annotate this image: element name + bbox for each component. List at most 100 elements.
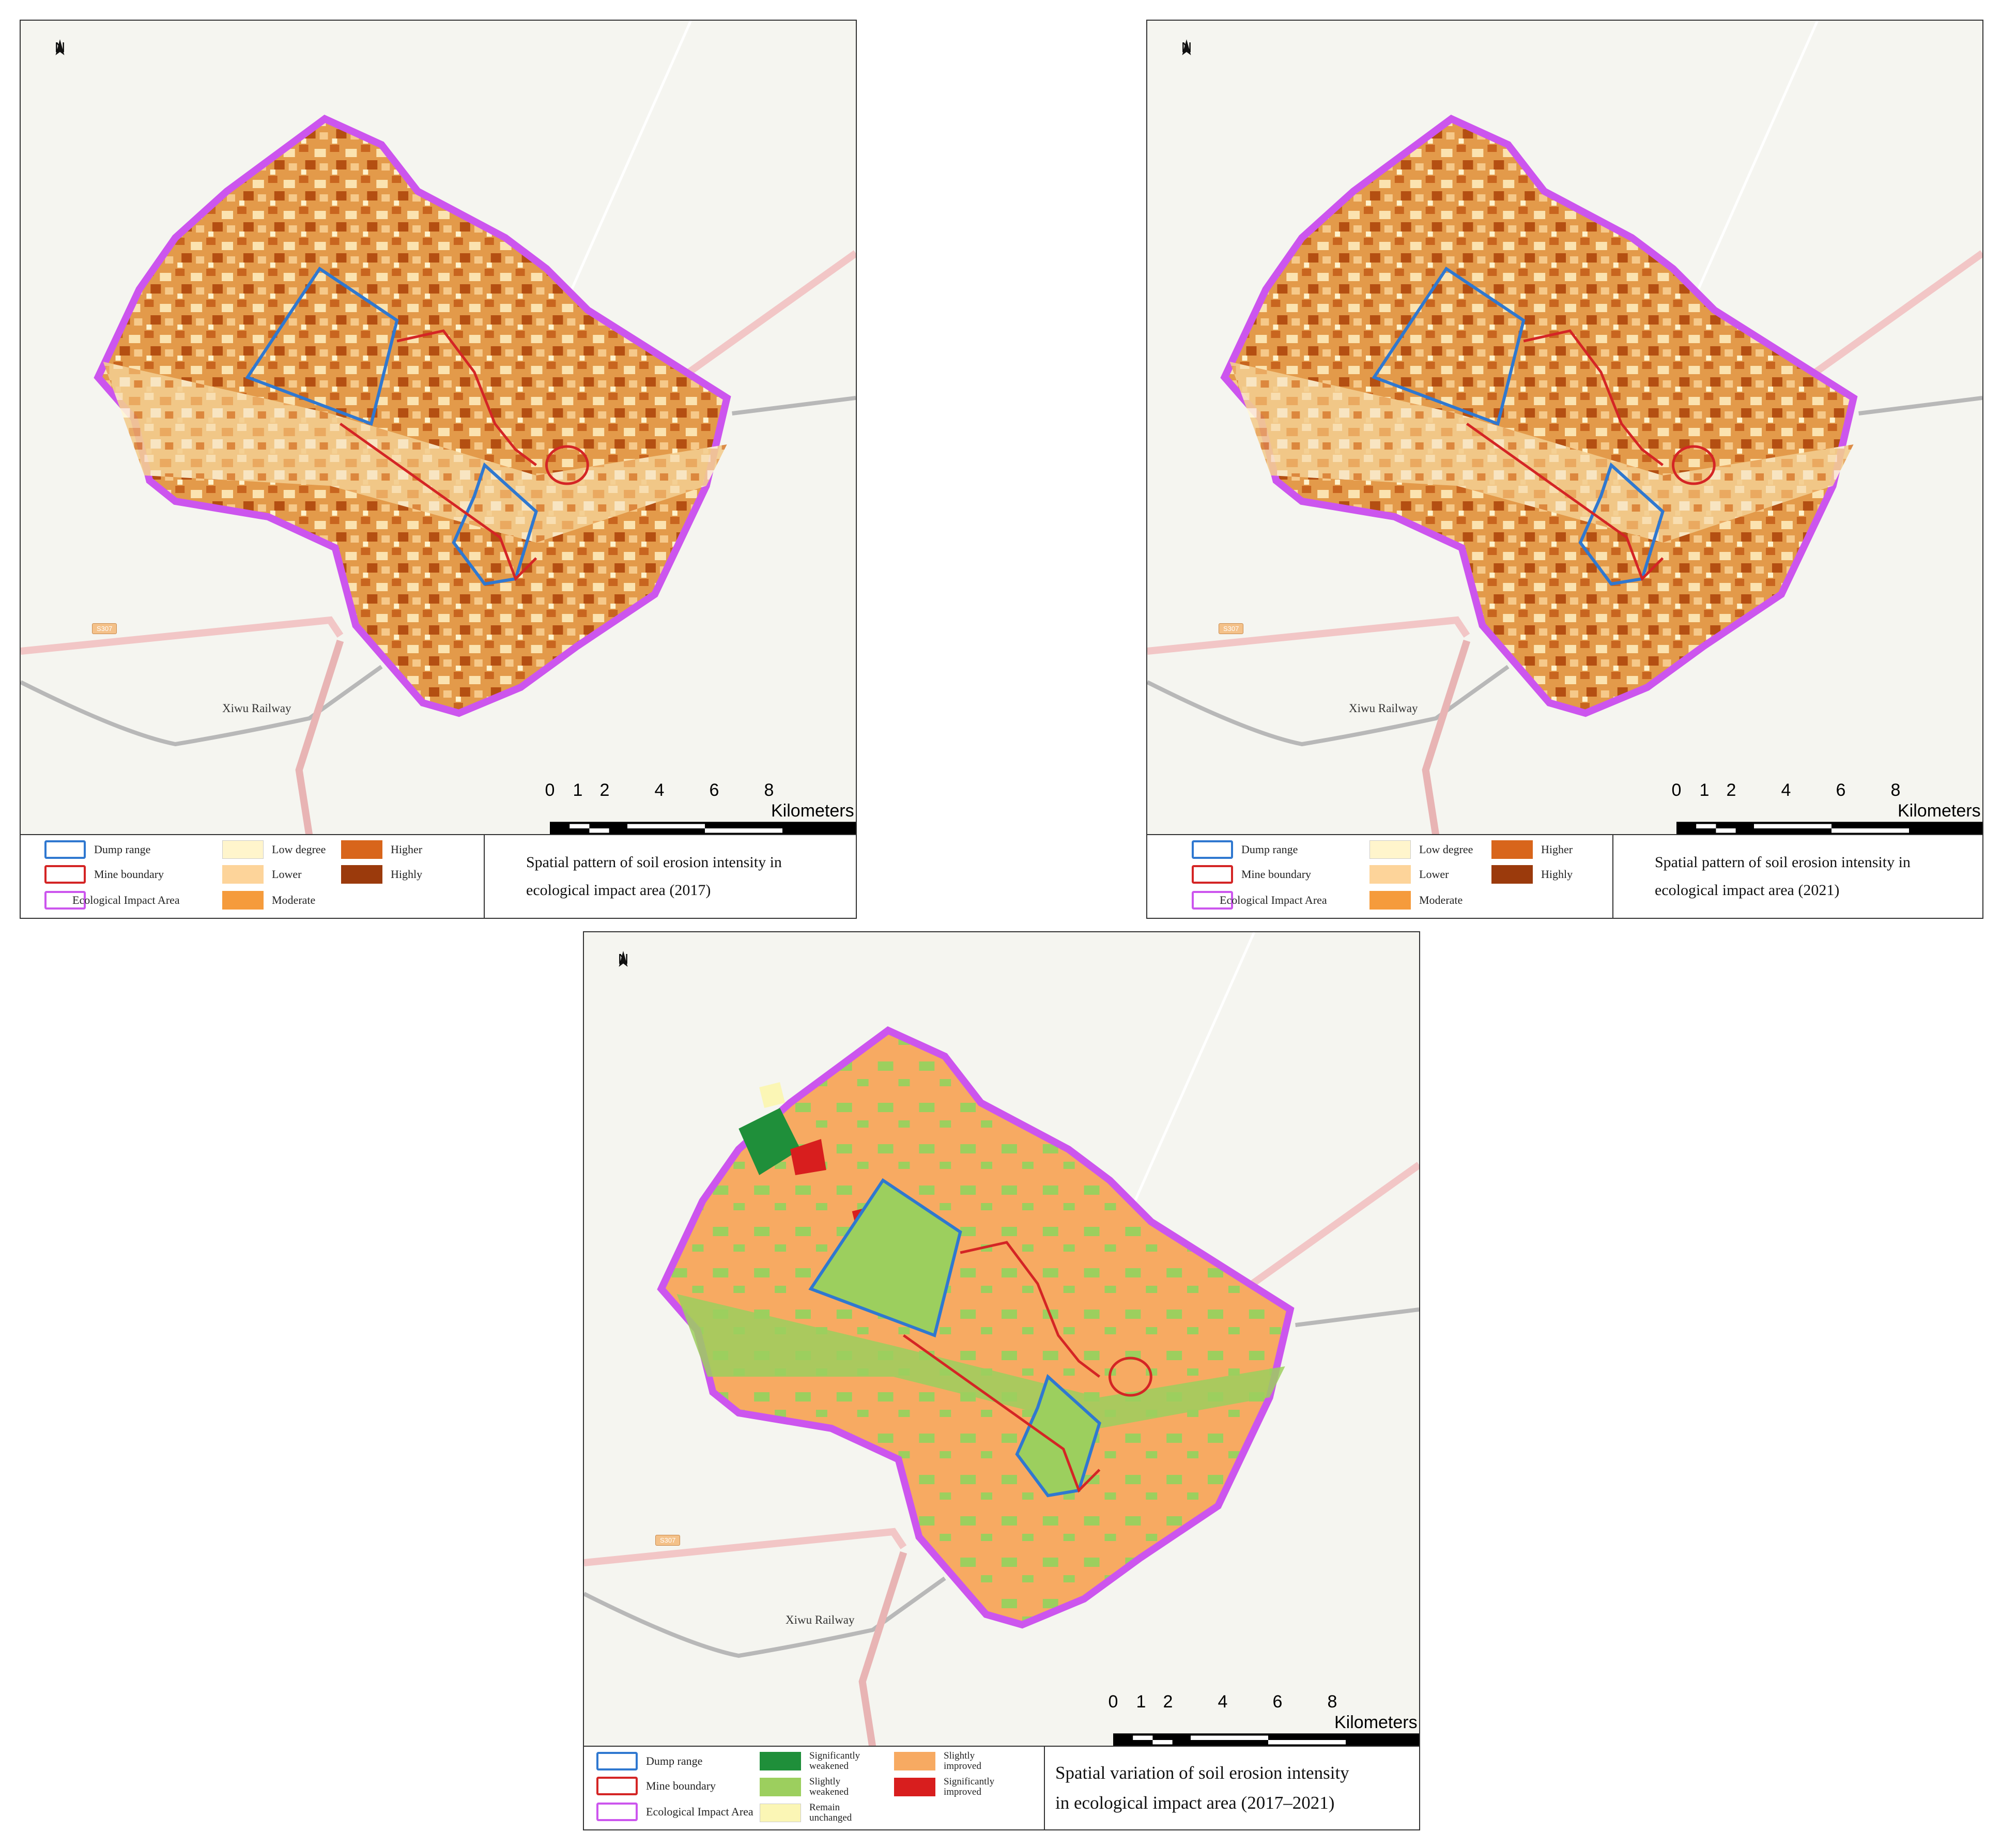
dump-range-north — [808, 1178, 962, 1337]
scale-tick: 4 — [654, 780, 665, 800]
legend-label: Significantly improved — [944, 1776, 995, 1797]
road-north — [1129, 932, 1256, 1212]
legend-label: Highly — [391, 868, 423, 881]
legend-swatch — [1491, 840, 1533, 859]
panel-title-box: Spatial pattern of soil erosion intensit… — [484, 835, 856, 918]
legend-low-degree: Low degree — [222, 840, 326, 859]
legend-lower: Lower — [222, 865, 301, 884]
scale-tick: 0 — [545, 780, 555, 800]
legend-higher: Higher — [341, 840, 422, 859]
legend-swatch — [1369, 840, 1411, 859]
legend-significantly-weakened: Significantly weakened — [760, 1751, 860, 1772]
legend-swatch — [894, 1752, 935, 1770]
legend-swatch — [760, 1752, 801, 1770]
legend-swatch — [894, 1778, 935, 1796]
legend-highly: Highly — [1491, 865, 1573, 884]
scale-tick: 4 — [1781, 780, 1791, 800]
legend-dump-range: Dump range — [1192, 840, 1298, 859]
scale-tick: 2 — [1726, 780, 1736, 800]
legend-label: Mine boundary — [94, 868, 164, 881]
railway — [1147, 665, 1510, 747]
panel-title-box: Spatial pattern of soil erosion intensit… — [1612, 835, 1982, 918]
scale-bar-graphic — [1113, 1733, 1419, 1747]
legend-swatch — [1369, 865, 1411, 884]
legend-dump-range: Dump range — [44, 840, 150, 859]
legend-mine-boundary: Mine boundary — [44, 865, 164, 884]
railway-label: Xiwu Railway — [1349, 702, 1418, 715]
north-arrow-icon — [619, 951, 628, 967]
ecological-impact-area — [657, 1026, 1295, 1629]
legend-swatch — [222, 840, 264, 859]
low-erosion-band — [103, 362, 727, 543]
north-arrow: N — [613, 951, 634, 967]
legend-highly: Highly — [341, 865, 422, 884]
scale-bar-graphic — [550, 822, 856, 835]
legend-label: Ecological Impact Area — [646, 1805, 753, 1818]
dump-range-north — [245, 266, 399, 426]
mine-boundary — [340, 329, 537, 581]
legend-label: Mine boundary — [1241, 868, 1312, 881]
panel-title: Spatial pattern of soil erosion intensit… — [1655, 854, 1911, 899]
legend-slightly-improved: Slightly improved — [894, 1751, 981, 1772]
legend-label: Low degree — [272, 843, 326, 856]
map-frame: N Xiwu Railway S307 0 1 2 4 6 8 Kilomete… — [21, 21, 856, 836]
legend-mine-boundary: Mine boundary — [1192, 865, 1311, 884]
scale-tick: 0 — [1108, 1692, 1118, 1712]
legend-moderate: Moderate — [222, 891, 315, 910]
legend-swatch — [341, 865, 382, 884]
legend-label: Lower — [1419, 868, 1449, 881]
scale-tick: 4 — [1218, 1692, 1228, 1712]
scale-bar: 0 1 2 4 6 8 Kilometers — [1670, 780, 1982, 835]
legend-swatch — [44, 891, 86, 910]
legend-label: Low degree — [1419, 843, 1473, 856]
map-canvas — [1147, 21, 1982, 836]
legend-label: Dump range — [1241, 843, 1298, 856]
legend-swatch — [44, 840, 86, 859]
legend-slightly-weakened: Slightly weakened — [760, 1777, 849, 1797]
legend-label: Ecological Impact Area — [1220, 894, 1327, 906]
legend-swatch — [1491, 865, 1533, 884]
legend-moderate: Moderate — [1369, 891, 1463, 910]
road-south — [1422, 639, 1471, 836]
map-panel-2017: N Xiwu Railway S307 0 1 2 4 6 8 Kilomete… — [20, 20, 857, 919]
scale-tick: 6 — [709, 780, 719, 800]
legend-mine-boundary: Mine boundary — [596, 1777, 716, 1795]
legend-swatch — [596, 1752, 638, 1770]
dump-range-south — [1578, 462, 1665, 586]
north-arrow-icon — [55, 39, 65, 55]
railway — [21, 665, 383, 747]
legend-swatch — [1192, 865, 1233, 884]
legend-ecological-impact-area: Ecological Impact Area — [596, 1803, 753, 1821]
legend-label: Higher — [1541, 843, 1573, 856]
legend-label: Moderate — [1419, 894, 1463, 906]
dump-range-south — [452, 462, 538, 586]
legend-label: Remain unchanged — [809, 1802, 852, 1823]
north-arrow: N — [1176, 39, 1197, 56]
map-frame: N Xiwu Railway S307 0 1 2 4 6 8 Kilomete… — [584, 932, 1419, 1748]
legend-low-degree: Low degree — [1369, 840, 1473, 859]
legend-swatch — [222, 891, 264, 910]
remain-unchanged-patch — [759, 1082, 786, 1108]
significantly-improved-patch — [790, 1139, 826, 1175]
mine-boundary-east — [1108, 1357, 1152, 1397]
legend-label: Slightly improved — [944, 1750, 981, 1772]
map-panel-change: N Xiwu Railway S307 0 1 2 4 6 8 Kilomete… — [583, 931, 1420, 1830]
legend-label: Dump range — [94, 843, 151, 856]
scale-tick: 6 — [1836, 780, 1846, 800]
legend: Dump range Mine boundary Ecological Impa… — [584, 1746, 1419, 1829]
legend-label: Highly — [1541, 868, 1573, 881]
legend-swatch — [596, 1803, 638, 1821]
road-shield: S307 — [655, 1535, 681, 1546]
legend-label: Dump range — [646, 1754, 703, 1767]
scale-tick: 6 — [1272, 1692, 1283, 1712]
railway-label: Xiwu Railway — [222, 702, 291, 715]
panel-title: Spatial variation of soil erosion intens… — [1055, 1763, 1349, 1813]
legend-label: Lower — [272, 868, 302, 881]
map-canvas — [584, 932, 1419, 1748]
legend-remain-unchanged: Remain unchanged — [760, 1803, 852, 1823]
scale-tick: 8 — [1327, 1692, 1337, 1712]
road-south — [295, 639, 344, 836]
road-shield: S307 — [1219, 623, 1244, 634]
map-frame: N Xiwu Railway S307 0 1 2 4 6 8 Kilomete… — [1147, 21, 1982, 836]
legend-swatch — [222, 865, 264, 884]
